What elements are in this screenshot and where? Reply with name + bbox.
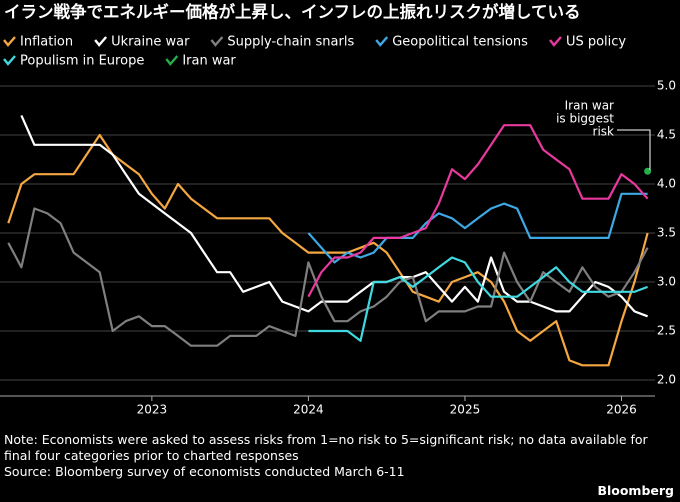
legend-swatch [210, 36, 224, 47]
legend-label: Populism in Europe [20, 54, 144, 69]
legend-item: Ukraine war [94, 35, 190, 50]
annotation-text: risk [593, 125, 615, 139]
y-tick-label: 5.0 [657, 79, 676, 93]
legend-item: Inflation [3, 35, 73, 50]
grid: 2.0 2.5 3.0 3.5 4.0 4.5 5.0 2023 2024 2025 2026 [0, 79, 676, 417]
series-line [308, 256, 648, 342]
legend-label: Inflation [20, 35, 73, 50]
y-tick-label: 3.0 [657, 275, 676, 289]
legend-label: Iran war [182, 54, 236, 69]
series-line [307, 192, 648, 264]
legend-swatch [3, 36, 16, 47]
y-tick-label: 2.0 [657, 373, 676, 387]
annotation-text: Iran war [565, 99, 614, 113]
legend-swatch [165, 55, 179, 66]
legend-swatch [549, 36, 562, 47]
y-tick-label: 4.5 [657, 128, 676, 142]
legend-item: Iran war [165, 54, 236, 69]
series-line [307, 124, 649, 298]
x-tick-label: 2026 [606, 403, 637, 417]
legend-label: Supply-chain snarls [227, 35, 354, 50]
y-tick-label: 2.5 [657, 324, 676, 338]
legend-item: US policy [549, 35, 626, 50]
x-tick-label: 2023 [137, 403, 168, 417]
series-line [7, 207, 649, 347]
x-tick-label: 2024 [293, 403, 324, 417]
y-tick-label: 3.5 [657, 226, 676, 240]
note: Note: Economists were asked to assess ri… [4, 432, 648, 463]
legend-item: Populism in Europe [3, 54, 144, 69]
annotation-leader [617, 129, 651, 170]
x-tick-label: 2025 [450, 403, 481, 417]
chart-title: イラン戦争でエネルギー価格が上昇し、インフレの上振れリスクが増している [4, 2, 581, 22]
note-block: Note: Economists were asked to assess ri… [4, 432, 664, 480]
y-tick-label: 4.0 [657, 177, 676, 191]
legend-label: Geopolitical tensions [392, 35, 528, 50]
chart: イラン戦争でエネルギー価格が上昇し、インフレの上振れリスクが増している 2.02… [0, 2, 676, 417]
legend-swatch [94, 36, 108, 47]
legend-label: US policy [566, 35, 626, 50]
legend: Inflation Ukraine war Supply-chain snarls G… [3, 35, 626, 69]
legend-swatch [375, 36, 389, 47]
brand: Bloomberg [597, 483, 674, 498]
legend-label: Ukraine war [111, 35, 190, 50]
series-line [20, 114, 648, 318]
annotation-text: is biggest [556, 112, 614, 126]
legend-item: Supply-chain snarls [210, 35, 354, 50]
source: Source: Bloomberg survey of economists c… [4, 464, 405, 479]
plot [7, 114, 652, 367]
point [644, 167, 652, 175]
legend-swatch [3, 55, 16, 66]
legend-item: Geopolitical tensions [375, 35, 528, 50]
